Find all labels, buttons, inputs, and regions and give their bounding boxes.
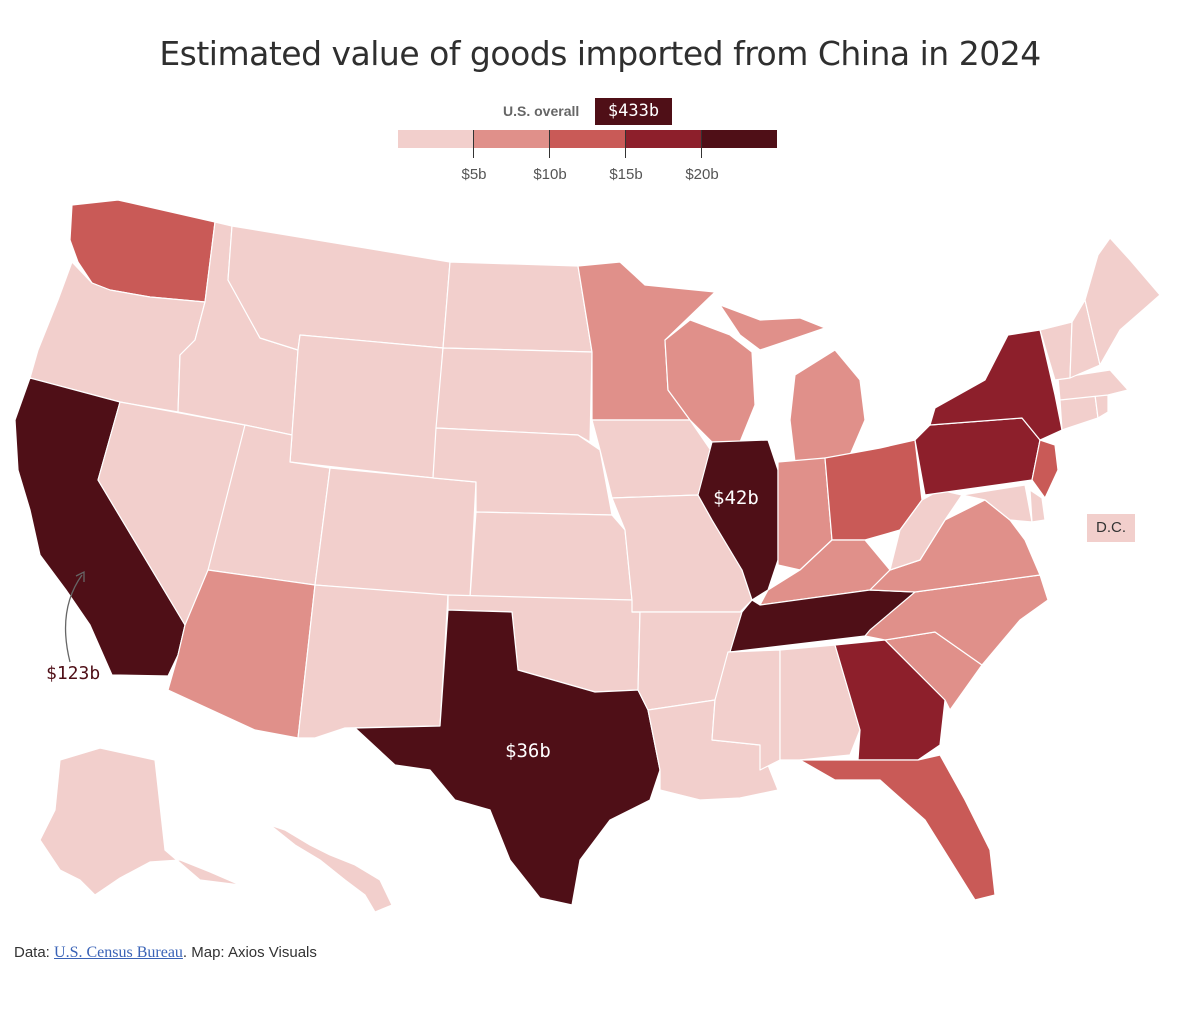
state-TX[interactable]: [354, 609, 661, 906]
state-IL[interactable]: [697, 439, 779, 601]
us-overall-value-badge: $433b: [595, 98, 672, 125]
state-NY[interactable]: [929, 329, 1063, 441]
state-MT[interactable]: [227, 225, 451, 351]
state-NJ[interactable]: [1031, 439, 1059, 499]
legend-tick-label-20b: $20b: [685, 166, 719, 183]
texas-value-label: $36b: [505, 740, 551, 762]
us-overall-label: U.S. overall: [503, 103, 580, 119]
state-MD[interactable]: [961, 484, 1033, 523]
state-AK[interactable]: [39, 747, 241, 896]
dc-label[interactable]: D.C.: [1087, 514, 1135, 542]
state-RI[interactable]: [1094, 394, 1109, 419]
state-WV[interactable]: [889, 489, 963, 571]
state-CO[interactable]: [314, 467, 477, 599]
legend-swatch-2: [550, 130, 625, 148]
legend-swatch-3: [626, 130, 701, 148]
state-ME[interactable]: [1084, 237, 1161, 366]
source-link[interactable]: U.S. Census Bureau: [54, 944, 183, 961]
state-NM[interactable]: [297, 584, 449, 739]
state-PA[interactable]: [914, 417, 1041, 496]
map-title: Estimated value of goods imported from C…: [159, 34, 1041, 73]
legend-swatch-4: [702, 130, 777, 148]
california-value-label: $123b: [46, 663, 101, 684]
state-WY[interactable]: [289, 334, 444, 479]
footer-suffix: . Map: Axios Visuals: [182, 944, 317, 961]
state-FL[interactable]: [799, 754, 996, 901]
state-ND[interactable]: [442, 261, 593, 353]
legend-swatch-0: [398, 130, 473, 148]
state-HI[interactable]: [269, 824, 393, 913]
legend-swatch-1: [474, 130, 549, 148]
state-IA[interactable]: [591, 419, 713, 499]
legend-tick-label-5b: $5b: [461, 166, 487, 183]
illinois-value-label: $42b: [713, 487, 759, 509]
state-DE[interactable]: [1029, 489, 1046, 523]
state-MI-UP[interactable]: [719, 304, 826, 351]
legend-tick-label-15b: $15b: [609, 166, 643, 183]
legend-tick-label-10b: $10b: [533, 166, 567, 183]
state-KS[interactable]: [469, 511, 633, 601]
state-MA[interactable]: [1057, 369, 1129, 401]
state-SD[interactable]: [435, 347, 593, 443]
california-callout-arrowhead: [75, 570, 85, 582]
california-callout-arrow: [64, 574, 83, 663]
footer-prefix: Data:: [14, 944, 55, 961]
source-footer: Data: U.S. Census Bureau. Map: Axios Vis…: [14, 944, 317, 962]
state-CT[interactable]: [1059, 394, 1099, 431]
color-legend: [398, 130, 777, 158]
state-WI[interactable]: [664, 319, 756, 443]
state-MI[interactable]: [789, 349, 866, 463]
